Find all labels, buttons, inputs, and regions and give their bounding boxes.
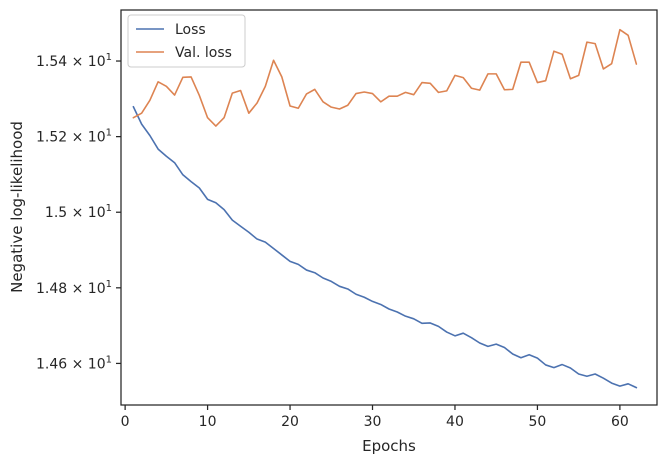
legend-box: [127, 14, 246, 68]
y-tick-label: 1.5 × 101: [45, 203, 112, 221]
x-tick-label: 50: [529, 414, 547, 430]
y-axis-ticks: 1.46 × 101 1.48 × 101 1.5 × 101 1.52 × 101 1…: [36, 52, 121, 372]
plot-frame: [120, 9, 658, 406]
plot-lines: [132, 28, 638, 389]
y-tick-label: 1.52 × 101: [36, 128, 112, 146]
x-axis-title: Epochs: [362, 437, 416, 455]
series-line-loss: [132, 105, 638, 389]
legend-label-val-loss: Val. loss: [175, 45, 232, 61]
series-line-val-loss: [132, 28, 638, 127]
x-axis-ticks: 0 10 20 30 40 50 60: [121, 405, 629, 430]
legend-label-loss: Loss: [175, 22, 206, 38]
x-tick-label: 20: [281, 414, 299, 430]
x-tick-label: 0: [121, 414, 130, 430]
y-tick-label: 1.46 × 101: [36, 354, 112, 372]
legend: Loss Val. loss: [127, 14, 246, 68]
y-tick-label: 1.48 × 101: [36, 279, 112, 297]
y-axis-title: Negative log-likelihood: [8, 121, 26, 293]
x-tick-label: 30: [364, 414, 382, 430]
x-tick-label: 10: [199, 414, 217, 430]
x-tick-label: 60: [611, 414, 629, 430]
y-tick-label: 1.54 × 101: [36, 52, 112, 70]
x-tick-label: 40: [446, 414, 464, 430]
